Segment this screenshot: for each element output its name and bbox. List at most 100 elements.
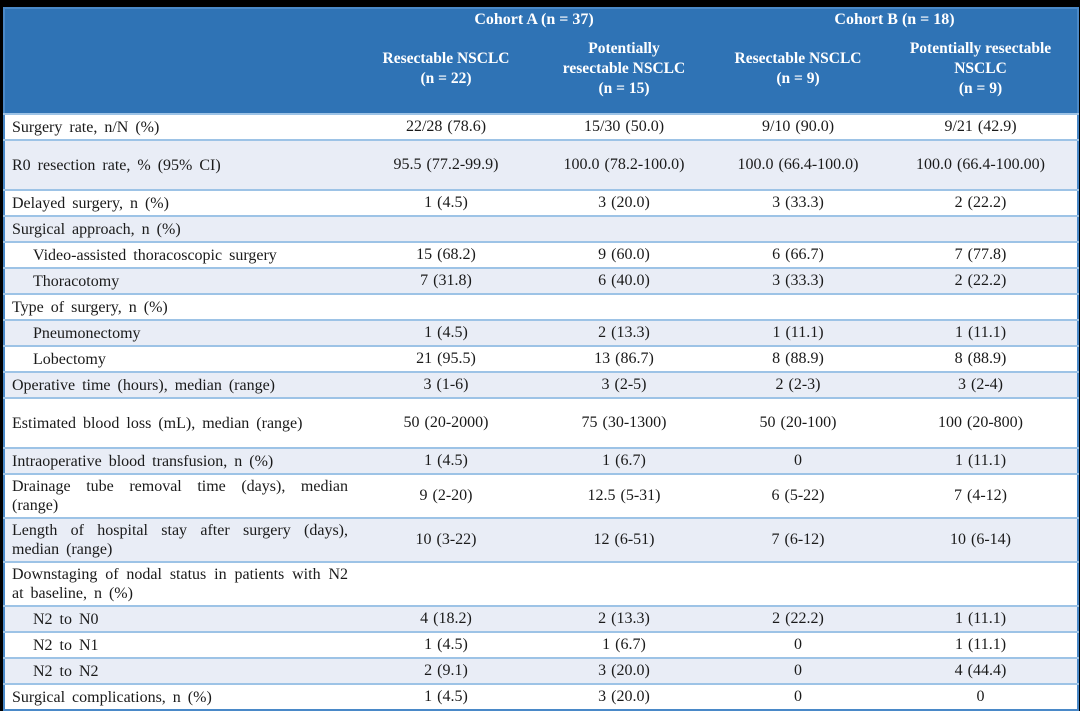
table-row: N2 to N1 1 (4.5) 1 (6.7) 0 1 (11.1) (4, 631, 1079, 658)
cell-value: 2 (9.1) (356, 657, 536, 684)
row-label: Drainage tube removal time (days), media… (4, 473, 356, 518)
cell-value: 3 (20.0) (536, 657, 712, 684)
cell-value: 4 (44.4) (884, 657, 1079, 684)
cell-value (536, 561, 712, 606)
cell-value: 6 (66.7) (712, 241, 884, 268)
cell-value: 2 (2-3) (712, 371, 884, 398)
column-header-row: Resectable NSCLC (n = 22) Potentially resec… (4, 31, 1079, 114)
row-label: Type of surgery, n (%) (4, 293, 356, 320)
cell-value: 0 (712, 447, 884, 474)
cell-value: 2 (22.2) (884, 267, 1079, 294)
cell-value: 21 (95.5) (356, 345, 536, 372)
cell-value: 2 (22.2) (884, 189, 1079, 216)
cell-value (884, 561, 1079, 606)
cell-value: 2 (22.2) (712, 605, 884, 632)
cell-value: 8 (88.9) (884, 345, 1079, 372)
cell-value (356, 293, 536, 320)
table-row: Estimated blood loss (mL), median (range… (4, 397, 1079, 448)
cell-value: 3 (33.3) (712, 189, 884, 216)
column-header-2: Resectable NSCLC (n = 9) (712, 31, 884, 114)
row-label: N2 to N1 (4, 631, 356, 658)
cell-value: 1 (6.7) (536, 447, 712, 474)
table-row: Type of surgery, n (%) (4, 293, 1079, 320)
column-header-0: Resectable NSCLC (n = 22) (356, 31, 536, 114)
cell-value (884, 293, 1079, 320)
cell-value: 2 (13.3) (536, 319, 712, 346)
cell-value: 0 (884, 683, 1079, 710)
cell-value: 3 (2-4) (884, 371, 1079, 398)
cell-value: 9/21 (42.9) (884, 113, 1079, 140)
cell-value: 4 (18.2) (356, 605, 536, 632)
table-body: Surgery rate, n/N (%) 22/28 (78.6) 15/30 (… (4, 113, 1079, 710)
row-label: Surgery rate, n/N (%) (4, 113, 356, 140)
cell-value (712, 215, 884, 242)
cell-value: 9 (2-20) (356, 473, 536, 518)
cell-value: 100.0 (66.4-100.00) (884, 139, 1079, 190)
cell-value: 1 (6.7) (536, 631, 712, 658)
cell-value: 0 (712, 657, 884, 684)
table-row: Downstaging of nodal status in patients … (4, 561, 1079, 606)
row-label: Estimated blood loss (mL), median (range… (4, 397, 356, 448)
cell-value (356, 215, 536, 242)
row-label: N2 to N0 (4, 605, 356, 632)
cell-value: 13 (86.7) (536, 345, 712, 372)
cell-value: 1 (11.1) (884, 447, 1079, 474)
empty-header-cell (4, 8, 356, 31)
cell-value: 100 (20-800) (884, 397, 1079, 448)
row-label: N2 to N2 (4, 657, 356, 684)
table-row: Drainage tube removal time (days), media… (4, 473, 1079, 518)
table-row: Video-assisted thoracoscopic surgery 15 (… (4, 241, 1079, 268)
table-header: Cohort A (n = 37) Cohort B (n = 18) Rese… (4, 8, 1079, 114)
cell-value: 1 (4.5) (356, 683, 536, 710)
cell-value: 3 (33.3) (712, 267, 884, 294)
cell-value: 7 (4-12) (884, 473, 1079, 518)
cell-value: 1 (11.1) (884, 605, 1079, 632)
table-row: N2 to N2 2 (9.1) 3 (20.0) 0 4 (44.4) (4, 657, 1079, 684)
cell-value: 15 (68.2) (356, 241, 536, 268)
cell-value: 22/28 (78.6) (356, 113, 536, 140)
row-label: Length of hospital stay after surgery (d… (4, 517, 356, 562)
row-label: Video-assisted thoracoscopic surgery (4, 241, 356, 268)
cell-value: 10 (6-14) (884, 517, 1079, 562)
cell-value: 50 (20-2000) (356, 397, 536, 448)
table-image-frame: Cohort A (n = 37) Cohort B (n = 18) Rese… (3, 7, 1080, 711)
cell-value: 3 (1-6) (356, 371, 536, 398)
cell-value: 8 (88.9) (712, 345, 884, 372)
cell-value: 3 (2-5) (536, 371, 712, 398)
row-label: Surgical complications, n (%) (4, 683, 356, 710)
table-row: Operative time (hours), median (range) 3 … (4, 371, 1079, 398)
cell-value: 0 (712, 631, 884, 658)
empty-header-cell (4, 31, 356, 114)
row-label: Lobectomy (4, 345, 356, 372)
table-row: Pneumonectomy 1 (4.5) 2 (13.3) 1 (11.1) 1 (1… (4, 319, 1079, 346)
row-label: Delayed surgery, n (%) (4, 189, 356, 216)
surgical-outcomes-table: Cohort A (n = 37) Cohort B (n = 18) Rese… (3, 7, 1080, 711)
cell-value: 6 (5-22) (712, 473, 884, 518)
cohort-header-row: Cohort A (n = 37) Cohort B (n = 18) (4, 8, 1079, 31)
cell-value (884, 215, 1079, 242)
cell-value: 7 (6-12) (712, 517, 884, 562)
row-label: Pneumonectomy (4, 319, 356, 346)
cell-value: 7 (31.8) (356, 267, 536, 294)
cell-value: 100.0 (78.2-100.0) (536, 139, 712, 190)
table-row: Delayed surgery, n (%) 1 (4.5) 3 (20.0) 3 (… (4, 189, 1079, 216)
column-header-1: Potentially resectable NSCLC (n = 15) (536, 31, 712, 114)
table-row: Surgery rate, n/N (%) 22/28 (78.6) 15/30 (… (4, 113, 1079, 140)
cell-value: 3 (20.0) (536, 189, 712, 216)
cell-value: 15/30 (50.0) (536, 113, 712, 140)
cell-value: 100.0 (66.4-100.0) (712, 139, 884, 190)
row-label: Intraoperative blood transfusion, n (%) (4, 447, 356, 474)
table-row: Surgical complications, n (%) 1 (4.5) 3 (2… (4, 683, 1079, 710)
table-row: Lobectomy 21 (95.5) 13 (86.7) 8 (88.9) 8 (88… (4, 345, 1079, 372)
cell-value: 3 (20.0) (536, 683, 712, 710)
row-label: Thoracotomy (4, 267, 356, 294)
table-row: N2 to N0 4 (18.2) 2 (13.3) 2 (22.2) 1 (11.1) (4, 605, 1079, 632)
cell-value: 95.5 (77.2-99.9) (356, 139, 536, 190)
cell-value (356, 561, 536, 606)
cell-value: 1 (4.5) (356, 631, 536, 658)
cell-value: 1 (11.1) (884, 319, 1079, 346)
cell-value: 1 (11.1) (884, 631, 1079, 658)
cell-value: 9/10 (90.0) (712, 113, 884, 140)
cell-value: 75 (30-1300) (536, 397, 712, 448)
cell-value: 7 (77.8) (884, 241, 1079, 268)
